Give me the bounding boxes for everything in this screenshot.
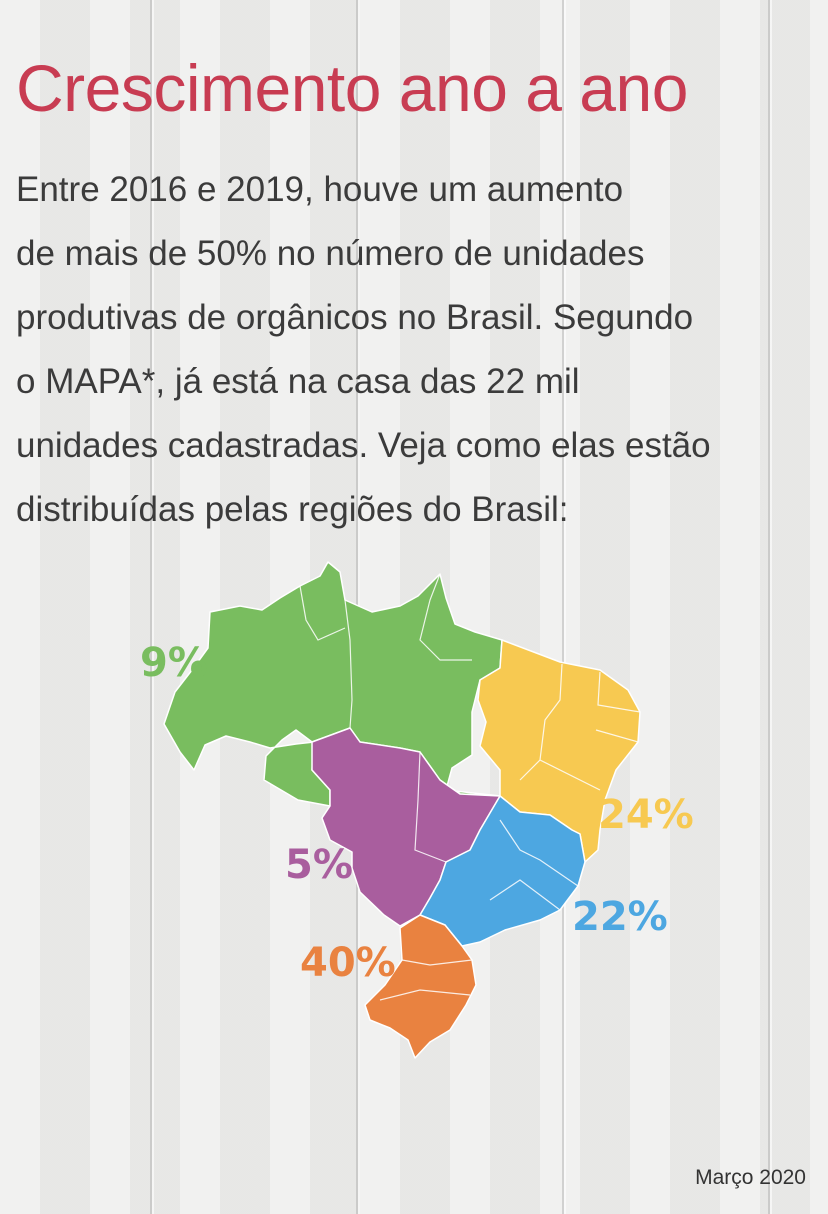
label-norte: 9%: [140, 640, 208, 686]
intro-line: produtivas de orgânicos no Brasil. Segun…: [16, 298, 694, 337]
brazil-map: 9% 24% 5% 22% 40%: [140, 561, 694, 1059]
label-sudeste: 22%: [572, 894, 668, 940]
intro-line: Entre 2016 e 2019, houve um aumento: [16, 170, 624, 209]
intro-paragraph: Entre 2016 e 2019, houve um aumento de m…: [16, 158, 816, 542]
label-sul: 40%: [300, 940, 396, 986]
label-nordeste: 24%: [598, 792, 694, 838]
intro-line: unidades cadastradas. Veja como elas est…: [16, 426, 711, 465]
page-title: Crescimento ano a ano: [16, 51, 688, 125]
intro-line: de mais de 50% no número de unidades: [16, 234, 645, 273]
region-sul: [364, 914, 477, 1059]
region-sudeste: [419, 795, 586, 947]
intro-line: o MAPA*, já está na casa das 22 mil: [16, 362, 580, 401]
date-footnote: Março 2020: [695, 1166, 806, 1189]
intro-line: distribuídas pelas regiões do Brasil:: [16, 490, 569, 529]
label-centro-oeste: 5%: [285, 842, 353, 888]
